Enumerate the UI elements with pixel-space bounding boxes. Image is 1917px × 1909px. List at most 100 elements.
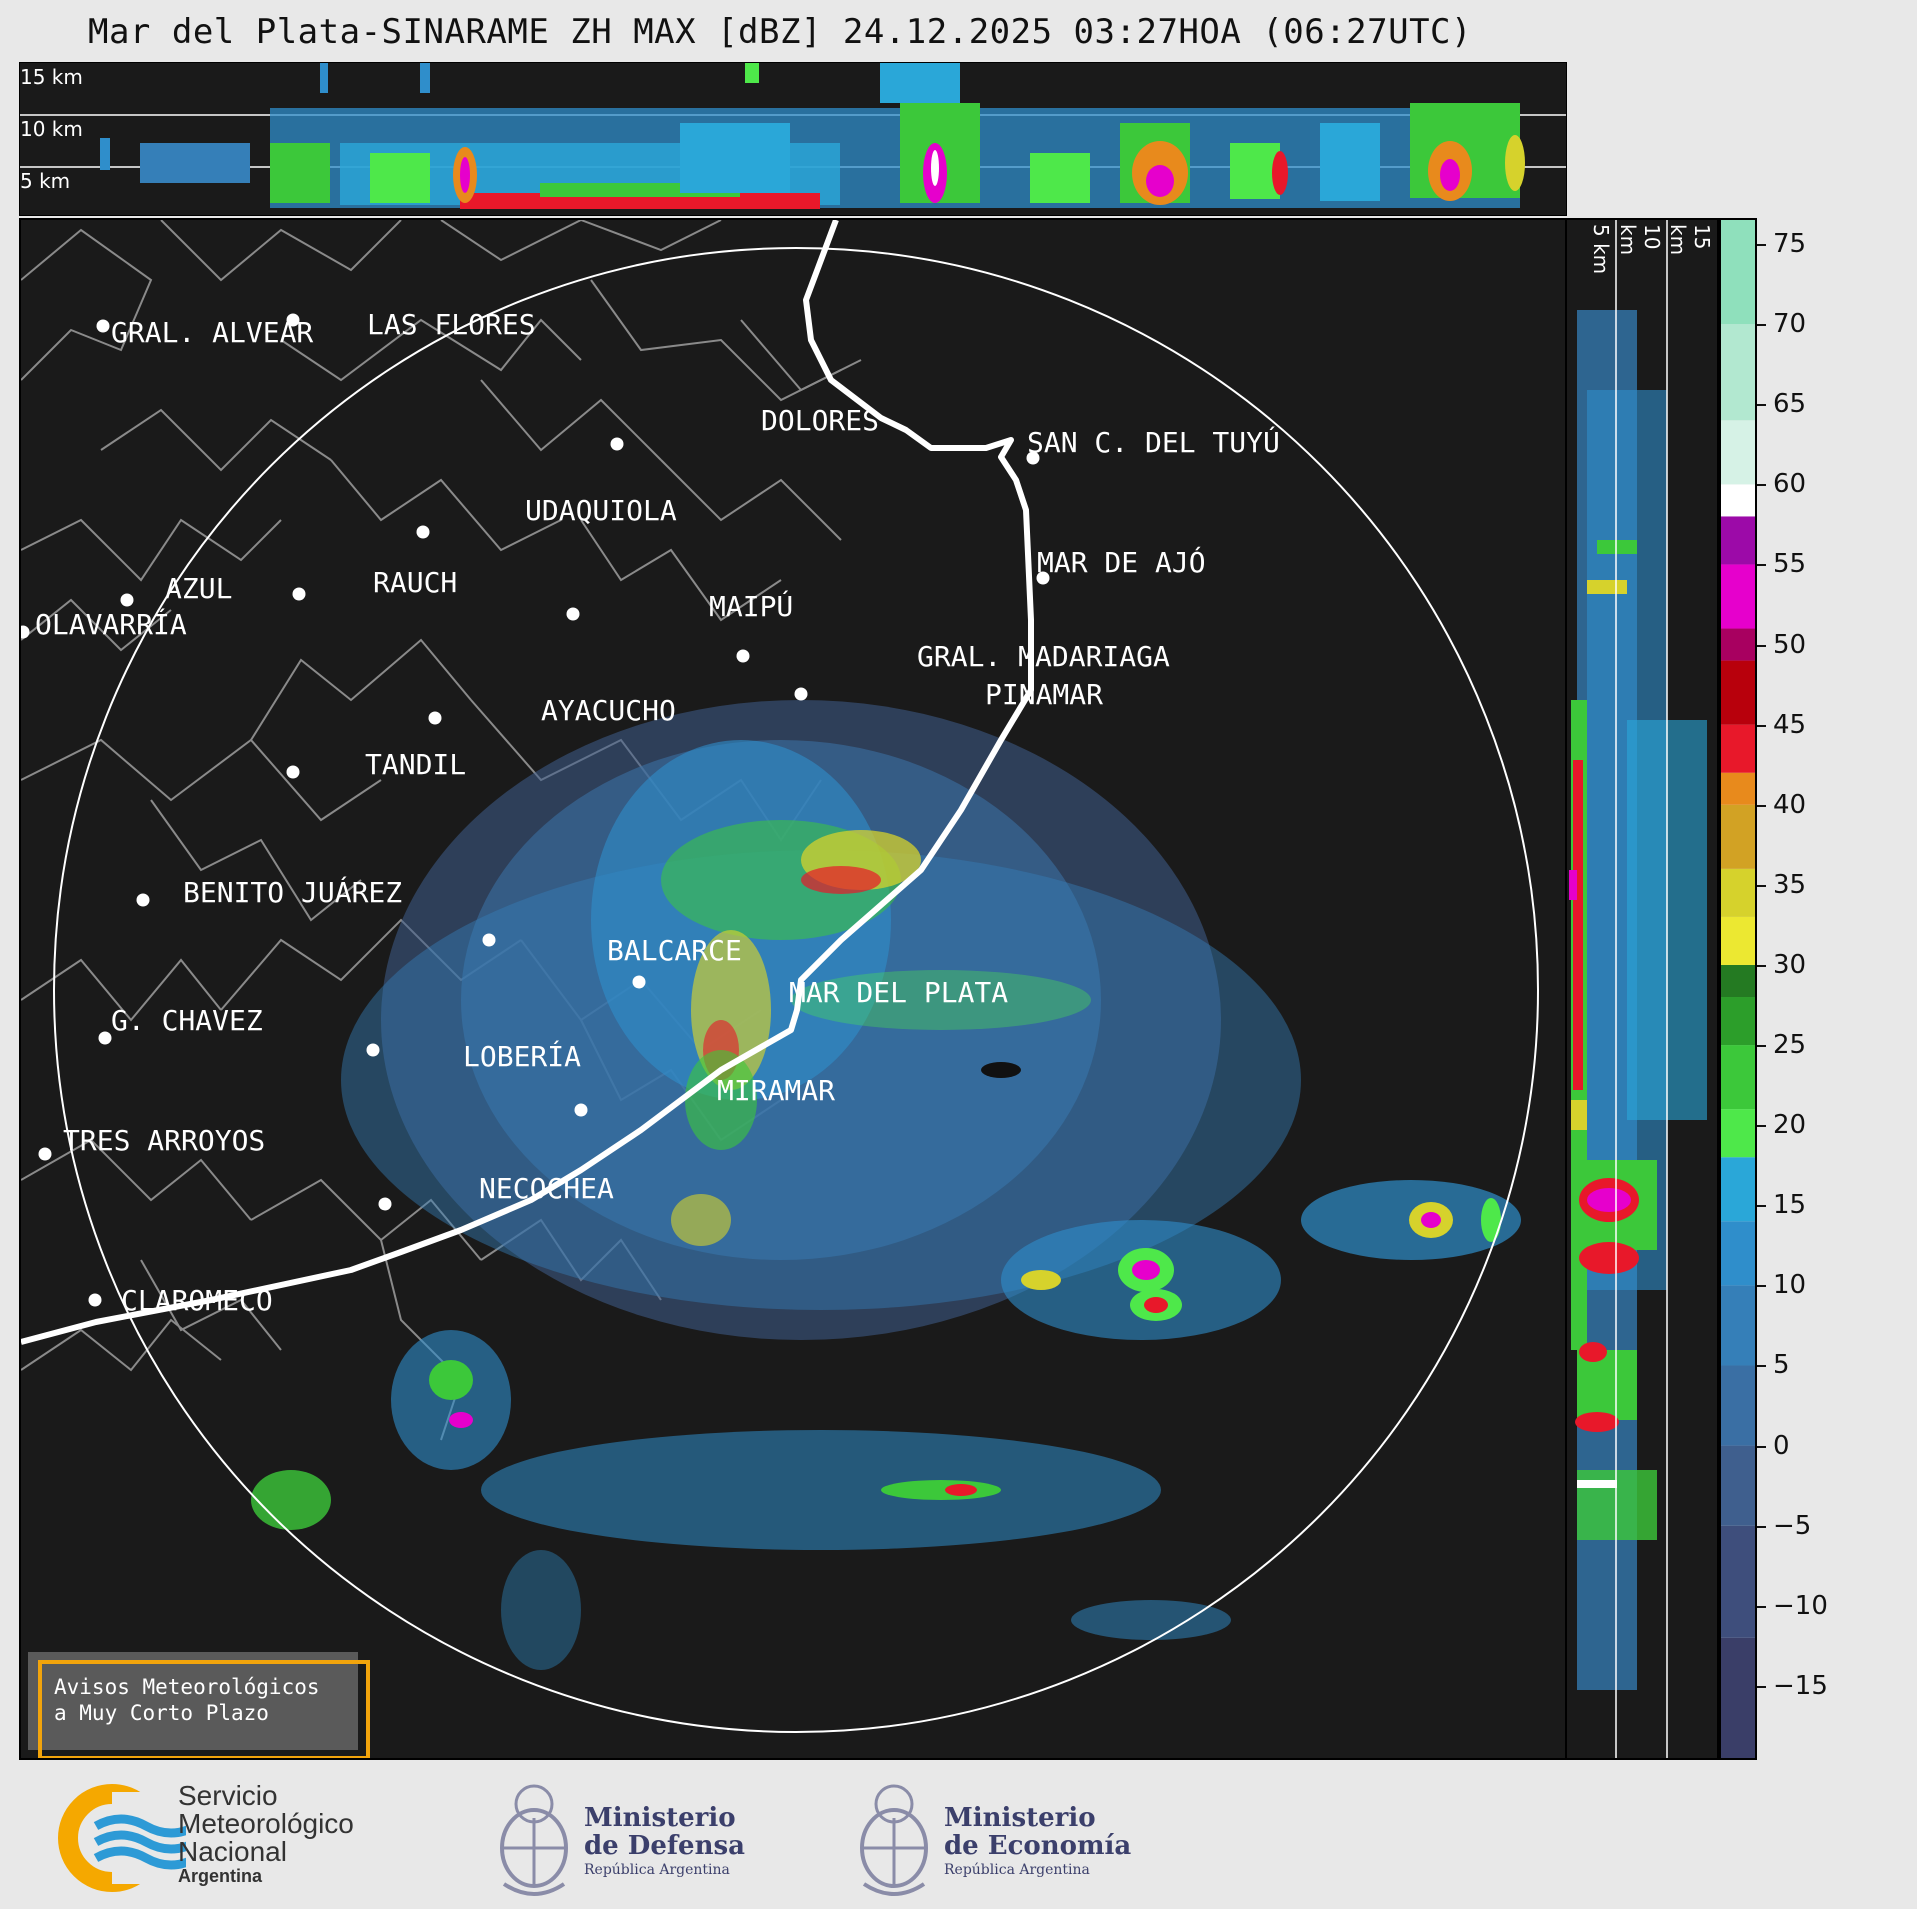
coastline (21, 220, 1034, 1345)
colorbar-band-11 (1721, 916, 1755, 965)
city-marker-2 (610, 437, 624, 451)
city-marker-5 (1036, 571, 1050, 585)
city-marker-11 (794, 687, 808, 701)
side-cross-section-echoes (1569, 220, 1707, 1758)
colorbar-tick-12: 15 (1757, 1190, 1806, 1220)
city-label-miramar: MIRAMAR (717, 1074, 836, 1107)
colorbar-band-18 (1721, 564, 1755, 629)
radar-map: GRAL. ALVEAR LAS FLORES DOLORES SAN C. D… (19, 218, 1567, 1760)
city-label-mar-del-plata: MAR DEL PLATA (789, 976, 1009, 1009)
city-label-las-flores: LAS FLORES (367, 308, 536, 341)
city-marker-6 (120, 593, 134, 607)
city-marker-10 (736, 649, 750, 663)
colorbar-tick-13: 10 (1757, 1270, 1806, 1300)
reflectivity-colorbar (1719, 218, 1757, 1760)
top-altitude-label-15km: 15 km (20, 65, 83, 89)
city-label-benito-juarez: BENITO JUÁREZ (183, 876, 403, 909)
defensa-line-2: de Defensa (584, 1831, 745, 1861)
city-marker-9 (21, 625, 30, 639)
colorbar-tick-9: 30 (1757, 950, 1806, 980)
city-marker-20 (38, 1147, 52, 1161)
city-marker-22 (88, 1293, 102, 1307)
colorbar-band-9 (1721, 997, 1755, 1046)
colorbar-band-14 (1721, 772, 1755, 805)
warning-line-1: Avisos Meteorológicos (54, 1675, 320, 1699)
defensa-line-1: Ministerio (584, 1803, 736, 1833)
argentina-coat-of-arms-icon (860, 1784, 928, 1896)
colorbar-tick-7: 40 (1757, 790, 1806, 820)
city-label-gral-madariaga: GRAL. MADARIAGA (917, 640, 1170, 673)
colorbar-tick-16: −5 (1757, 1511, 1811, 1541)
colorbar-band-1 (1721, 1525, 1755, 1638)
city-label-necochea: NECOCHEA (479, 1172, 614, 1205)
smn-line-3: Nacional (178, 1836, 287, 1867)
side-altitude-label-5km: 5 km (1589, 224, 1613, 275)
city-label-tres-arroyos: TRES ARROYOS (63, 1124, 266, 1157)
radar-echoes (251, 700, 1521, 1670)
colorbar-band-23 (1721, 220, 1755, 325)
city-label-loberia: LOBERÍA (463, 1040, 582, 1073)
top-cross-section-panel: 15 km 10 km 5 km (19, 62, 1567, 216)
city-marker-16 (632, 975, 646, 989)
city-label-dolores: DOLORES (761, 404, 880, 437)
colorbar-tick-2: 65 (1757, 389, 1806, 419)
city-label-maipu: MAIPÚ (709, 590, 794, 623)
city-label-san-c-del-tuyu: SAN C. DEL TUYÚ (1027, 426, 1280, 459)
city-marker-19 (574, 1103, 588, 1117)
colorbar-bands (1721, 220, 1755, 1758)
colorbar-band-5 (1721, 1221, 1755, 1286)
economia-line-1: Ministerio (944, 1803, 1096, 1833)
colorbar-band-21 (1721, 420, 1755, 485)
colorbar-tick-14: 5 (1757, 1350, 1790, 1380)
smn-logo-text: Servicio Meteorológico Nacional Argentin… (178, 1780, 354, 1887)
colorbar-tick-3: 60 (1757, 469, 1806, 499)
argentina-coat-of-arms-icon (500, 1784, 568, 1896)
warning-line-2: a Muy Corto Plazo (54, 1701, 269, 1725)
city-label-gral-alvear: GRAL. ALVEAR (111, 316, 314, 349)
colorbar-tick-17: −10 (1757, 1591, 1828, 1621)
warning-box-frame: Avisos Meteorológicos a Muy Corto Plazo (38, 1660, 370, 1758)
city-label-udaquiola: UDAQUIOLA (525, 494, 677, 527)
city-marker-12 (428, 711, 442, 725)
smn-line-1: Servicio (178, 1780, 278, 1811)
side-cross-section-panel: 5 km 10 km 15 km (1567, 218, 1719, 1760)
colorbar-band-2 (1721, 1445, 1755, 1526)
colorbar-band-7 (1721, 1109, 1755, 1158)
smn-line-2: Meteorológico (178, 1808, 354, 1839)
side-altitude-label-10km: 10 km (1616, 224, 1664, 256)
city-label-rauch: RAUCH (373, 566, 458, 599)
economia-line-3: República Argentina (944, 1862, 1090, 1878)
map-title: Mar del Plata-SINARAME ZH MAX [dBZ] 24.1… (87, 12, 1472, 52)
colorbar-tick-labels: 75 70 65 60 55 50 45 40 35 30 25 20 15 10 5 0 −5 −10 −15 (1757, 218, 1877, 1760)
city-label-claromeco: CLAROMECO (121, 1284, 273, 1317)
colorbar-tick-5: 50 (1757, 630, 1806, 660)
colorbar-tick-15: 0 (1757, 1431, 1790, 1461)
colorbar-band-22 (1721, 324, 1755, 421)
top-cross-section-echoes (20, 63, 1566, 209)
smn-line-4: Argentina (178, 1866, 263, 1886)
city-marker-18 (366, 1043, 380, 1057)
range-ring (53, 247, 1539, 1733)
city-label-tandil: TANDIL (365, 748, 467, 781)
defensa-logo-text: Ministerio de Defensa República Argentin… (584, 1804, 745, 1880)
top-altitude-label-10km: 10 km (20, 117, 83, 141)
city-label-pinamar: PINAMAR (985, 678, 1104, 711)
city-marker-3 (1026, 451, 1040, 465)
colorbar-tick-8: 35 (1757, 870, 1806, 900)
city-label-ayacucho: AYACUCHO (541, 694, 676, 727)
colorbar-tick-0: 75 (1757, 229, 1806, 259)
colorbar-band-20 (1721, 484, 1755, 517)
defensa-line-3: República Argentina (584, 1862, 730, 1878)
colorbar-band-13 (1721, 804, 1755, 869)
city-marker-17 (98, 1031, 112, 1045)
colorbar-band-8 (1721, 1045, 1755, 1110)
city-marker-1 (286, 313, 300, 327)
colorbar-band-0 (1721, 1637, 1755, 1758)
top-altitude-label-5km: 5 km (20, 169, 71, 193)
colorbar-band-6 (1721, 1157, 1755, 1222)
side-altitude-label-15km: 15 km (1666, 224, 1714, 256)
economia-line-2: de Economía (944, 1831, 1132, 1861)
city-label-azul: AZUL (165, 572, 233, 605)
city-marker-14 (136, 893, 150, 907)
city-marker-21 (378, 1197, 392, 1211)
